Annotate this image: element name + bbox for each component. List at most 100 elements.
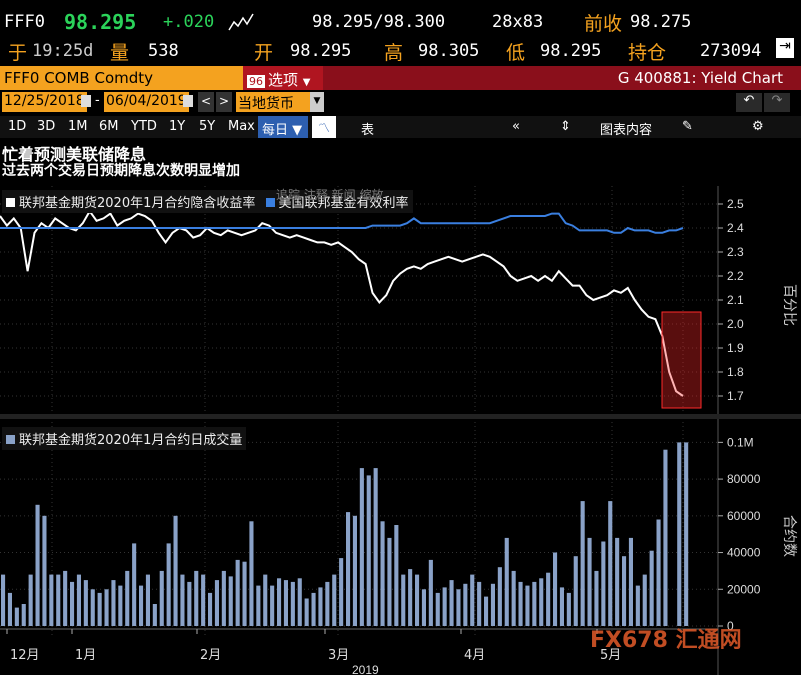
calendar-icon[interactable] <box>81 95 91 107</box>
volume-bar <box>463 583 468 626</box>
volume-bar <box>490 583 495 626</box>
volume-bar <box>684 442 689 626</box>
export-icon[interactable]: ⇥ <box>776 38 794 58</box>
range-ytd[interactable]: YTD <box>131 119 157 134</box>
line-chart-icon[interactable]: 〽 <box>312 116 336 138</box>
volume-bar <box>187 581 192 626</box>
range-1m[interactable]: 1M <box>68 119 88 134</box>
y-tick-label: 0.1M <box>727 435 754 449</box>
time-label: 于 <box>8 42 28 64</box>
low: 98.295 <box>540 41 602 61</box>
y-tick-label: 2.4 <box>727 221 744 235</box>
low-label: 低 <box>506 42 526 64</box>
volume-bar <box>63 570 68 626</box>
volume-bar <box>7 592 12 626</box>
chevron-down-icon: ▼ <box>302 77 311 88</box>
high-label: 高 <box>384 42 404 64</box>
y-tick-label: 1.8 <box>727 365 744 379</box>
range-1y[interactable]: 1Y <box>169 119 186 134</box>
volume-bar <box>504 537 509 626</box>
range-max[interactable]: Max <box>228 119 255 134</box>
time: 19:25d <box>32 41 94 61</box>
volume-bar <box>304 598 309 626</box>
panel-separator <box>0 414 801 419</box>
prev-close-label: 前收 <box>584 13 623 35</box>
range-3d[interactable]: 3D <box>37 119 56 134</box>
options-menu[interactable]: 96 选项 ▼ <box>243 66 323 90</box>
volume-bar <box>608 501 613 626</box>
open: 98.295 <box>290 41 352 61</box>
open-label: 开 <box>254 42 274 64</box>
prev-close: 98.275 <box>630 12 692 32</box>
periodicity-select[interactable]: 每日 ▼ <box>258 116 308 138</box>
y-tick-label: 2.0 <box>727 317 744 331</box>
chevron-down-icon[interactable]: ▼ <box>310 92 324 112</box>
redo-icon[interactable]: ↷ <box>764 93 790 112</box>
x-year-label: 2019 <box>352 663 379 675</box>
next-icon[interactable]: > <box>216 92 232 112</box>
currency-select[interactable]: 当地货币 <box>236 92 310 112</box>
expand-icon[interactable]: ⇕ <box>560 119 571 134</box>
volume-bar <box>152 604 157 626</box>
x-tick-label: 3月 <box>328 648 349 663</box>
headline-subtitle: 过去两个交易日预期降息次数明显增加 <box>2 163 240 179</box>
range-5y[interactable]: 5Y <box>199 119 216 134</box>
volume-bar <box>373 468 378 626</box>
x-tick-label: 1月 <box>75 648 96 663</box>
volume-bar <box>21 604 26 626</box>
volume-bar <box>456 589 461 626</box>
range-6m[interactable]: 6M <box>99 119 119 134</box>
chart-content-button[interactable]: 图表内容 <box>600 123 653 138</box>
volume-bar <box>435 592 440 626</box>
volume-bar <box>594 570 599 626</box>
volume-bar <box>401 574 406 626</box>
x-tick-label: 4月 <box>464 648 485 663</box>
chart-tools[interactable]: 追踪 注释 新闻 缩放 <box>276 188 384 202</box>
legend-implied-yield: 联邦基金期货2020年1月合约隐含收益率 <box>19 196 256 211</box>
bid-ask: 98.295/98.300 <box>312 12 446 32</box>
end-date-field[interactable]: 06/04/2019 <box>104 92 189 112</box>
collapse-left-icon[interactable]: « <box>512 119 520 134</box>
y-tick-label: 2.5 <box>727 197 744 211</box>
volume-bar <box>587 537 592 626</box>
volume-bar <box>214 580 219 626</box>
start-date-field[interactable]: 12/25/2018 <box>2 92 87 112</box>
volume-bar <box>249 521 254 626</box>
legend-effective-rate: 美国联邦基金有效利率 <box>278 196 409 211</box>
volume-label: 量 <box>110 42 130 64</box>
y-tick-label: 1.9 <box>727 341 744 355</box>
volume-bar <box>573 556 578 626</box>
undo-icon[interactable]: ↶ <box>736 93 762 112</box>
volume-bar <box>159 570 164 626</box>
y-tick-label: 2.1 <box>727 293 744 307</box>
legend-swatch-implied <box>6 198 15 207</box>
security-name[interactable]: FFF0 COMB Comdty <box>4 69 154 87</box>
calendar-icon[interactable] <box>183 95 193 107</box>
volume: 538 <box>148 41 179 61</box>
volume-bar <box>208 592 213 626</box>
volume-bar <box>14 607 19 626</box>
security-bar: FFF0 COMB Comdty 96 选项 ▼ G 400881: Yield … <box>0 66 801 90</box>
table-button[interactable]: 表 <box>361 123 375 138</box>
volume-bar <box>511 570 516 626</box>
volume-bar <box>311 592 316 626</box>
edit-icon[interactable]: ✎ <box>682 119 693 134</box>
volume-bar <box>90 589 95 626</box>
y-tick-label: 60000 <box>727 509 761 523</box>
volume-bar <box>346 512 351 626</box>
volume-bar <box>649 550 654 626</box>
volume-bar <box>615 537 620 626</box>
volume-bar <box>35 504 40 626</box>
options-number: 96 <box>247 75 265 88</box>
volume-bar <box>83 580 88 626</box>
prev-icon[interactable]: < <box>198 92 214 112</box>
volume-bar <box>635 585 640 626</box>
gear-icon[interactable]: ⚙ <box>752 119 764 134</box>
volume-bar <box>580 501 585 626</box>
range-1d[interactable]: 1D <box>8 119 27 134</box>
volume-bar <box>76 574 81 626</box>
periodicity-label: 每日 <box>262 123 289 138</box>
ticker: FFF0 <box>4 12 45 32</box>
highlight-box <box>661 311 702 409</box>
